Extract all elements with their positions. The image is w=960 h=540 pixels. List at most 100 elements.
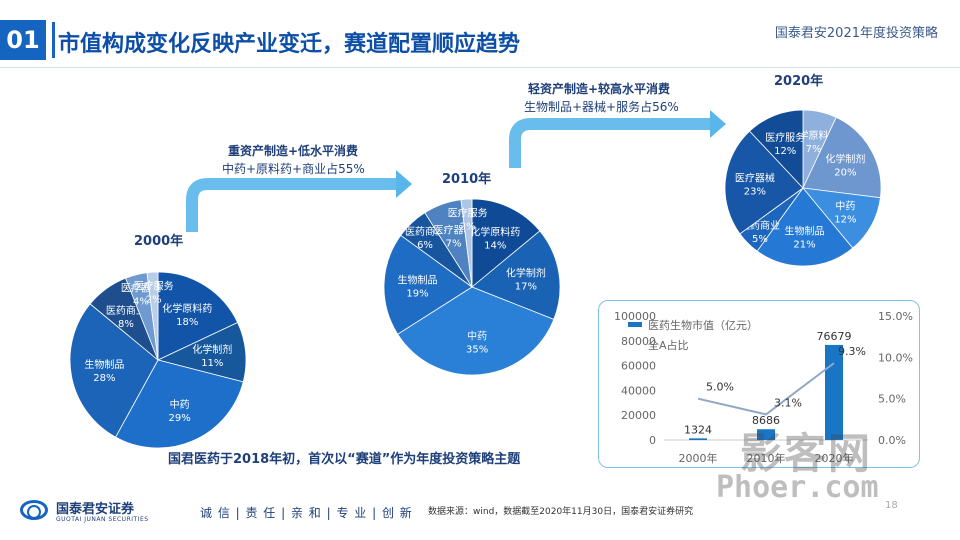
pie-slice-name: 中药 xyxy=(835,199,855,212)
theme-statement: 国君医药于2018年初，首次以“赛道”作为年度投资策略主题 xyxy=(168,452,521,467)
pie-slice-name: 医疗服务 xyxy=(134,279,174,292)
transition-arrow-1-head xyxy=(396,170,412,198)
pie-slice-name: 生物制品 xyxy=(84,358,124,371)
market-cap-chart-frame xyxy=(598,300,920,468)
pie-slice-value: 14% xyxy=(484,241,506,252)
pie-slice-value: 29% xyxy=(169,413,191,424)
pie-slice xyxy=(157,271,239,361)
pie-slice xyxy=(146,271,159,361)
pie-slice-name: 化学原料药 xyxy=(162,302,212,315)
pie-slice-name: 医疗服务 xyxy=(448,206,488,219)
legend-bar-swatch xyxy=(628,322,642,327)
pie-slice-value: 19% xyxy=(406,288,428,299)
bar xyxy=(757,429,775,440)
line-value-label: 5.0% xyxy=(706,381,734,394)
right-axis-tick: 0.0% xyxy=(878,434,906,447)
bar-value-label: 1324 xyxy=(684,423,712,436)
pie-slice-value: 28% xyxy=(93,373,115,384)
pie-slice-name: 化学制剂 xyxy=(192,343,232,356)
pie-slice xyxy=(749,109,804,190)
footer: 国泰君安证券 GUOTAI JUNAN SECURITIES 诚 信 | 责 任… xyxy=(0,492,960,540)
pie-slice-value: 23% xyxy=(744,186,766,197)
bar-value-label: 8686 xyxy=(752,414,780,427)
left-axis-tick: 20000 xyxy=(621,409,656,422)
x-axis-tick: 2020年 xyxy=(815,451,854,465)
pie-title-2000: 2000年 xyxy=(134,234,184,249)
right-axis-tick: 5.0% xyxy=(878,393,906,406)
legend-line-label: 全A占比 xyxy=(648,338,689,352)
pie-slice-name: 生物制品 xyxy=(785,224,825,237)
pie-slice-value: 35% xyxy=(466,344,488,355)
title-accent-bar xyxy=(52,22,55,58)
pie-slice-name: 化学原料药 xyxy=(470,226,520,239)
pie-slice-value: 5% xyxy=(752,234,768,245)
pie-slice-value: 7% xyxy=(446,239,462,250)
bar xyxy=(689,438,707,440)
report-brand: 国泰君安2021年度投资策略 xyxy=(774,26,938,41)
pie-slice xyxy=(460,198,473,288)
data-source: 数据来源：wind，数据截至2020年11月30日，国泰君安证券研究 xyxy=(428,507,694,517)
watermark-en: Phoer.com xyxy=(716,470,879,505)
pie-slice-value: 17% xyxy=(515,281,537,292)
x-axis-tick: 2000年 xyxy=(679,451,718,465)
pie-slice-value: 12% xyxy=(774,146,796,157)
pie-slice xyxy=(69,303,159,438)
pie-slice xyxy=(397,286,555,376)
transition-arrow-1 xyxy=(186,178,398,232)
right-axis-tick: 10.0% xyxy=(878,351,913,364)
bar xyxy=(825,344,843,440)
pie-slice-name: 化学制剂 xyxy=(506,266,546,279)
pie-slice-name: 中药 xyxy=(467,329,487,342)
left-axis-tick: 80000 xyxy=(621,335,656,348)
right-axis-tick: 15.0% xyxy=(878,310,913,323)
transition-2-detail: 生物制品+器械+服务占56% xyxy=(524,100,679,114)
page-title: 市值构成变化反映产业变迁，赛道配置顺应趋势 xyxy=(58,32,521,57)
pie-2020: 化学原料药7%化学制剂20%中药12%生物制品21%医药商业5%医疗器械23%医… xyxy=(724,109,882,267)
section-number: 01 xyxy=(0,20,46,60)
pie-slice-name: 中药 xyxy=(170,398,190,411)
left-axis-tick: 0 xyxy=(649,434,656,447)
pie-2000: 化学原料药18%化学制剂11%中药29%生物制品28%医药商业8%医疗器械4%医… xyxy=(69,271,247,449)
pie-slice-value: 4% xyxy=(133,297,149,308)
line-value-label: 3.1% xyxy=(774,396,802,409)
pie-slice-value: 11% xyxy=(201,358,223,369)
left-axis-tick: 60000 xyxy=(621,360,656,373)
left-axis-tick: 100000 xyxy=(614,310,656,323)
pie-slice-value: 12% xyxy=(834,214,856,225)
line-value-label: 9.3% xyxy=(838,345,866,358)
pie-slice xyxy=(115,359,244,449)
transition-1-heading: 重资产制造+低水平消费 xyxy=(228,144,359,158)
pie-slice xyxy=(471,230,561,320)
pie-slice-value: 2% xyxy=(460,221,476,232)
pie-title-2010: 2010年 xyxy=(442,172,492,187)
left-axis-tick: 40000 xyxy=(621,384,656,397)
legend-bar-label: 医药生物市值（亿元） xyxy=(648,318,758,332)
pie-slice-name: 医药商业 xyxy=(106,304,146,317)
share-line xyxy=(697,362,835,416)
pie-title-2020: 2020年 xyxy=(774,74,824,89)
pie-slice-value: 18% xyxy=(176,317,198,328)
pie-slice xyxy=(724,130,804,235)
transition-2-heading: 轻资产制造+较高水平消费 xyxy=(528,82,671,96)
pie-slice-name: 生物制品 xyxy=(397,273,437,286)
transition-1-detail: 中药+原料药+商业占55% xyxy=(222,162,365,176)
transition-arrow-2-head xyxy=(710,110,726,138)
pie-slice-value: 21% xyxy=(793,239,815,250)
watermark-cn: 影客网 xyxy=(740,429,873,478)
company-slogan: 诚 信 | 责 任 | 亲 和 | 专 业 | 创 新 xyxy=(200,506,413,520)
pie-slice-value: 6% xyxy=(417,240,433,251)
page-number: 18 xyxy=(885,500,898,511)
market-cap-chart: 0 20000 40000 60000 80000 100000 0.0% 5.0% 10.0%… xyxy=(614,310,913,465)
pie-slice xyxy=(383,234,473,335)
company-logo-inner-icon xyxy=(27,505,41,519)
pie-slice-value: 20% xyxy=(834,168,856,179)
company-name: 国泰君安证券 xyxy=(56,502,135,517)
header-divider xyxy=(0,67,960,68)
pie-slice-value: 7% xyxy=(806,144,822,155)
company-name-en: GUOTAI JUNAN SECURITIES xyxy=(56,516,149,523)
x-axis-tick: 2010年 xyxy=(747,451,786,465)
pie-slice-value: 8% xyxy=(118,319,134,330)
pie-slice-name: 医疗服务 xyxy=(765,131,805,144)
transition-arrow-2 xyxy=(509,118,712,168)
